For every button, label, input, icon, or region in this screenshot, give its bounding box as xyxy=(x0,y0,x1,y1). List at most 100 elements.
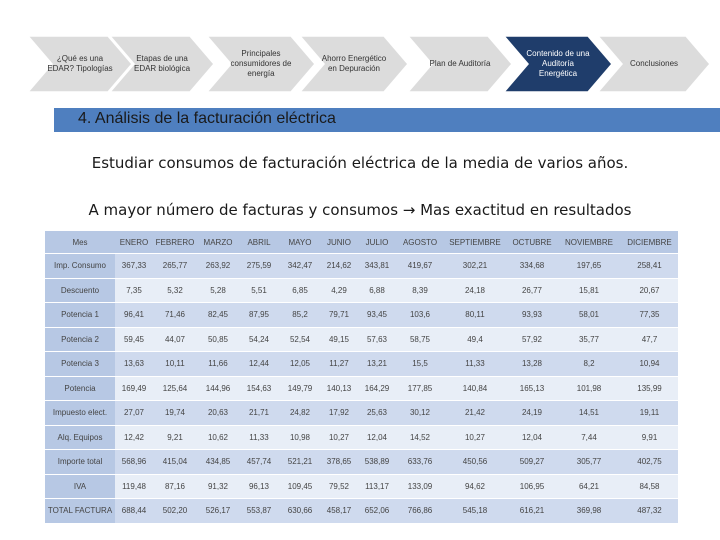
step-etapas-edar[interactable]: Etapas de una EDAR biológica xyxy=(110,36,214,92)
table-cell: 553,87 xyxy=(239,498,279,523)
table-cell: 19,74 xyxy=(153,400,197,425)
table-cell: 305,77 xyxy=(557,449,621,474)
table-cell: 113,17 xyxy=(357,473,397,498)
table-cell: 258,41 xyxy=(621,253,678,278)
table-row: Descuento 7,35 5,32 5,28 5,51 6,85 4,29 6,88 8,3… xyxy=(45,277,678,302)
section-banner: 4. Análisis de la facturación eléctrica xyxy=(54,108,720,132)
table-cell: 343,81 xyxy=(357,253,397,278)
table-cell: 177,85 xyxy=(397,375,443,400)
step-plan-auditoria[interactable]: Plan de Auditoría xyxy=(408,36,512,92)
table-row: TOTAL FACTURA 688,44 502,20 526,17 553,87 630… xyxy=(45,498,678,523)
table-cell: 91,32 xyxy=(197,473,239,498)
table-cell: 8,39 xyxy=(397,277,443,302)
table-cell: 85,2 xyxy=(279,302,321,327)
chevron-shape-icon xyxy=(28,36,132,92)
table-cell: 616,21 xyxy=(507,498,557,523)
table-cell: 688,44 xyxy=(115,498,153,523)
step-edar-tipologias[interactable]: ¿Qué es una EDAR? Tipologías xyxy=(28,36,132,92)
table-cell: 568,96 xyxy=(115,449,153,474)
table-cell: 275,59 xyxy=(239,253,279,278)
table-cell: 369,98 xyxy=(557,498,621,523)
column-header: ABRIL xyxy=(239,231,279,253)
row-header-cell: TOTAL FACTURA xyxy=(45,498,115,523)
table-cell: 458,17 xyxy=(321,498,357,523)
billing-table-container: Mes ENERO FEBRERO MARZO ABRIL MAYO JUNIO… xyxy=(45,231,678,523)
table-row: Alq. Equipos 12,42 9,21 10,62 11,33 10,98 10,2… xyxy=(45,424,678,449)
table-cell: 64,21 xyxy=(557,473,621,498)
table-cell: 12,44 xyxy=(239,351,279,376)
table-cell: 24,82 xyxy=(279,400,321,425)
table-cell: 457,74 xyxy=(239,449,279,474)
table-cell: 415,04 xyxy=(153,449,197,474)
table-cell: 125,64 xyxy=(153,375,197,400)
table-cell: 265,77 xyxy=(153,253,197,278)
table-row: Potencia 169,49 125,64 144,96 154,63 149,79 14… xyxy=(45,375,678,400)
table-cell: 11,27 xyxy=(321,351,357,376)
table-cell: 93,93 xyxy=(507,302,557,327)
table-cell: 630,66 xyxy=(279,498,321,523)
table-cell: 84,58 xyxy=(621,473,678,498)
table-cell: 165,13 xyxy=(507,375,557,400)
table-cell: 8,2 xyxy=(557,351,621,376)
table-cell: 77,35 xyxy=(621,302,678,327)
table-cell: 26,77 xyxy=(507,277,557,302)
table-cell: 52,54 xyxy=(279,326,321,351)
table-cell: 93,45 xyxy=(357,302,397,327)
chevron-shape-icon xyxy=(207,36,315,92)
column-header: SEPTIEMBRE xyxy=(443,231,507,253)
table-cell: 15,81 xyxy=(557,277,621,302)
table-cell: 487,32 xyxy=(621,498,678,523)
table-cell: 9,91 xyxy=(621,424,678,449)
column-header: Mes xyxy=(45,231,115,253)
table-row: Potencia 2 59,45 44,07 50,85 54,24 52,54 49,15… xyxy=(45,326,678,351)
table-cell: 10,94 xyxy=(621,351,678,376)
step-contenido-auditoria-active[interactable]: Contenido de una Auditoría Energética xyxy=(504,36,612,92)
table-cell: 6,88 xyxy=(357,277,397,302)
table-cell: 27,07 xyxy=(115,400,153,425)
table-cell: 14,51 xyxy=(557,400,621,425)
table-cell: 164,29 xyxy=(357,375,397,400)
table-cell: 12,42 xyxy=(115,424,153,449)
column-header: OCTUBRE xyxy=(507,231,557,253)
table-cell: 21,71 xyxy=(239,400,279,425)
step-conclusiones[interactable]: Conclusiones xyxy=(598,36,710,92)
body-text-line-1: Estudiar consumos de facturación eléctri… xyxy=(91,154,629,172)
table-cell: 13,63 xyxy=(115,351,153,376)
table-cell: 526,17 xyxy=(197,498,239,523)
step-label: Plan de Auditoría xyxy=(429,59,491,68)
column-header: JULIO xyxy=(357,231,397,253)
table-cell: 12,04 xyxy=(357,424,397,449)
table-cell: 94,62 xyxy=(443,473,507,498)
column-header: AGOSTO xyxy=(397,231,443,253)
table-cell: 633,76 xyxy=(397,449,443,474)
table-cell: 10,27 xyxy=(443,424,507,449)
table-cell: 49,4 xyxy=(443,326,507,351)
row-header-cell: IVA xyxy=(45,473,115,498)
table-cell: 25,63 xyxy=(357,400,397,425)
step-ahorro-energetico[interactable]: Ahorro Energético en Depuración xyxy=(300,36,408,92)
table-cell: 50,85 xyxy=(197,326,239,351)
table-cell: 10,11 xyxy=(153,351,197,376)
table-cell: 11,66 xyxy=(197,351,239,376)
column-header: ENERO xyxy=(115,231,153,253)
step-consumidores-energia[interactable]: Principales consumidores de energía xyxy=(207,36,315,92)
table-row: Imp. Consumo 367,33 265,77 263,92 275,59 342,… xyxy=(45,253,678,278)
table-cell: 96,41 xyxy=(115,302,153,327)
row-header-cell: Potencia xyxy=(45,375,115,400)
table-cell: 79,71 xyxy=(321,302,357,327)
table-cell: 80,11 xyxy=(443,302,507,327)
table-cell: 334,68 xyxy=(507,253,557,278)
row-header-cell: Potencia 2 xyxy=(45,326,115,351)
table-cell: 149,79 xyxy=(279,375,321,400)
table-cell: 144,96 xyxy=(197,375,239,400)
table-cell: 367,33 xyxy=(115,253,153,278)
table-cell: 19,11 xyxy=(621,400,678,425)
table-row: Potencia 3 13,63 10,11 11,66 12,44 12,05 11,27… xyxy=(45,351,678,376)
table-cell: 57,92 xyxy=(507,326,557,351)
section-title: 4. Análisis de la facturación eléctrica xyxy=(78,110,336,127)
table-cell: 133,09 xyxy=(397,473,443,498)
step-label: ¿Qué es una EDAR? Tipologías xyxy=(47,54,113,73)
table-cell: 10,27 xyxy=(321,424,357,449)
step-label: Contenido de una Auditoría Energética xyxy=(526,49,590,78)
table-cell: 82,45 xyxy=(197,302,239,327)
